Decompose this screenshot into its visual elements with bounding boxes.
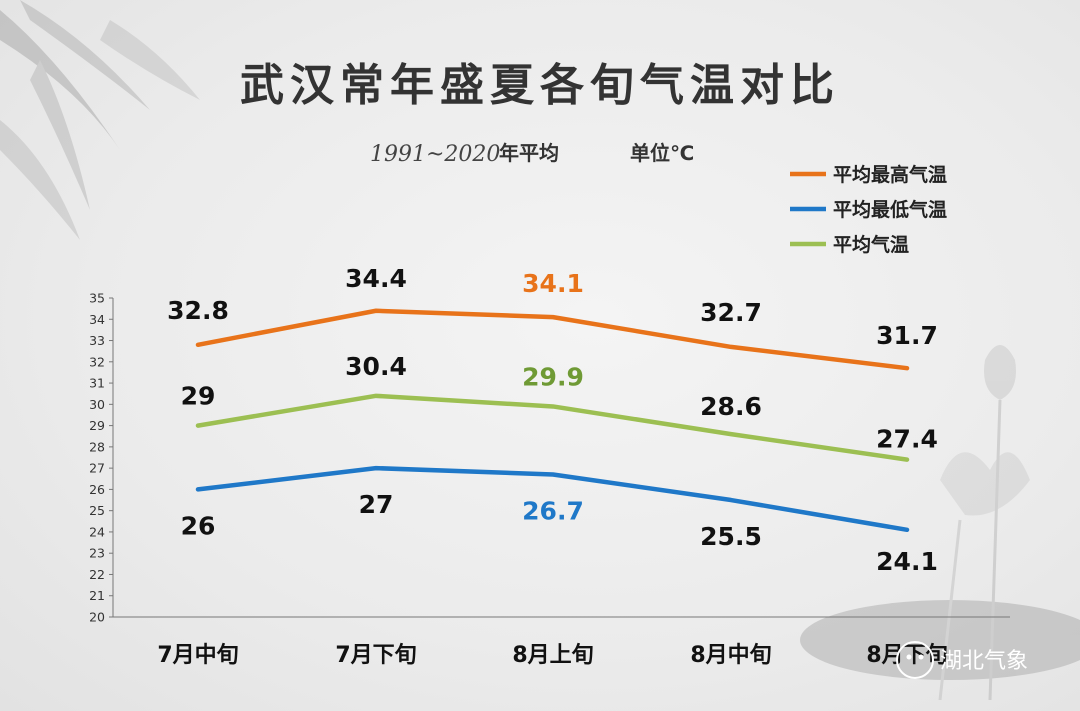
y-tick-label: 21 — [89, 588, 105, 603]
subtitle-years: 1991~2020 — [370, 142, 500, 167]
y-tick-label: 34 — [89, 312, 105, 327]
y-tick-label: 31 — [89, 376, 105, 391]
subtitle-average: 年平均 — [499, 141, 559, 165]
x-tick-label: 8月上旬 — [512, 642, 593, 668]
data-label: 28.6 — [700, 392, 762, 421]
data-label: 27 — [359, 490, 394, 519]
x-tick-label: 8月中旬 — [690, 642, 771, 668]
data-label: 26.7 — [522, 497, 584, 526]
y-tick-label: 35 — [89, 291, 105, 306]
bamboo-decoration — [0, 0, 200, 240]
y-tick-label: 30 — [89, 397, 105, 412]
x-tick-label: 7月下旬 — [335, 642, 416, 668]
data-label: 34.1 — [522, 269, 584, 298]
data-label: 26 — [181, 511, 216, 540]
series-group — [195, 308, 910, 533]
series-line — [195, 393, 910, 462]
y-tick-label: 32 — [89, 354, 105, 369]
data-label: 24.1 — [876, 547, 938, 576]
y-tick-label: 22 — [89, 567, 105, 582]
y-tick-label: 20 — [89, 610, 105, 625]
wechat-icon — [896, 641, 934, 679]
lotus-decoration — [800, 345, 1080, 701]
y-tick-label: 27 — [89, 461, 105, 476]
y-tick-label: 26 — [89, 482, 105, 497]
legend-label: 平均最高气温 — [833, 163, 947, 186]
y-tick-label: 28 — [89, 439, 105, 454]
x-tick-label: 8月下旬 — [866, 642, 947, 668]
data-label: 27.4 — [876, 425, 938, 454]
chart-title: 武汉常年盛夏各旬气温对比 — [240, 60, 840, 111]
axes: 20 21 22 23 24 25 26 27 28 29 30 31 32 33 34 35 7月中旬 7月下旬… — [89, 291, 1010, 668]
watermark: 湖北气象 — [896, 641, 1028, 679]
data-label: 29 — [181, 382, 216, 411]
y-tick-label: 33 — [89, 333, 105, 348]
data-label: 32.7 — [700, 298, 762, 327]
y-tick-label: 29 — [89, 418, 105, 433]
data-label: 31.7 — [876, 321, 938, 350]
subtitle-unit: 单位℃ — [630, 141, 694, 165]
y-tick-label: 24 — [89, 524, 105, 539]
legend-label: 平均气温 — [833, 233, 909, 256]
y-tick-label: 25 — [89, 503, 105, 518]
data-labels: 32.8 34.4 34.1 32.7 31.7 26 27 26.7 25.5 24.1 29 30… — [167, 264, 938, 576]
data-label: 32.8 — [167, 296, 229, 325]
watermark-text: 湖北气象 — [940, 649, 1028, 674]
data-label: 34.4 — [345, 264, 407, 293]
data-label: 30.4 — [345, 352, 407, 381]
series-line — [195, 308, 910, 371]
legend-label: 平均最低气温 — [833, 198, 947, 221]
data-label: 29.9 — [522, 362, 584, 391]
data-label: 25.5 — [700, 522, 762, 551]
series-line — [195, 465, 910, 533]
y-tick-label: 23 — [89, 546, 105, 561]
x-tick-label: 7月中旬 — [157, 642, 238, 668]
